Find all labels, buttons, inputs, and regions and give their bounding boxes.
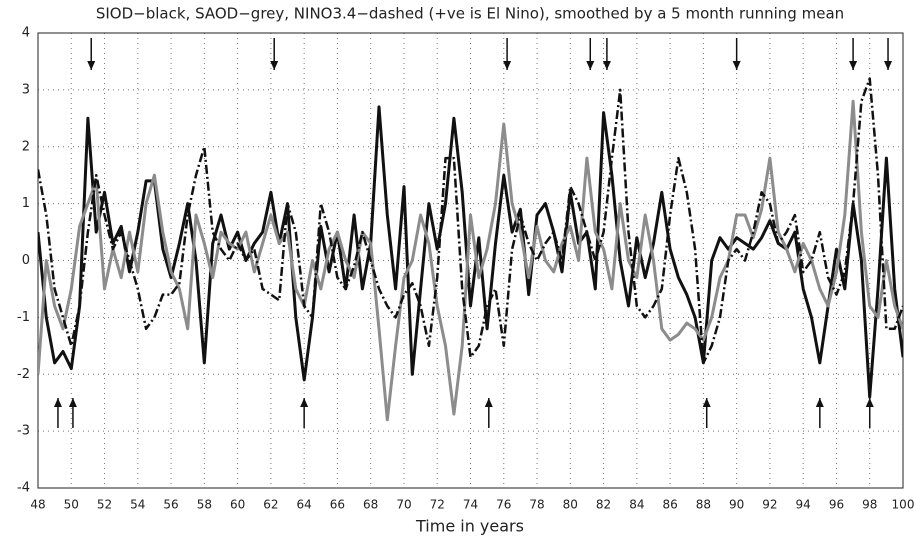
arrow-head <box>53 398 62 407</box>
plot-frame <box>37 32 904 489</box>
y-tick-label: 2 <box>22 139 30 154</box>
x-tick-label: 64 <box>297 498 312 512</box>
arrow-head <box>732 61 741 70</box>
x-tick-label: 84 <box>629 498 644 512</box>
x-tick-label: 98 <box>862 498 877 512</box>
y-tick-label: 1 <box>22 196 30 211</box>
x-tick-label: 82 <box>596 498 611 512</box>
arrow-head <box>815 398 824 407</box>
x-tick-label: 90 <box>729 498 744 512</box>
arrow-head <box>884 61 893 70</box>
x-tick-label: 60 <box>230 498 245 512</box>
y-tick-label: -4 <box>17 481 30 496</box>
x-tick-label: 94 <box>796 498 811 512</box>
x-tick-label: 56 <box>163 498 178 512</box>
x-tick-label: 54 <box>130 498 145 512</box>
x-tick-label: 68 <box>363 498 378 512</box>
series-line <box>38 99 903 422</box>
x-tick-label: 70 <box>396 498 411 512</box>
y-tick-label: -2 <box>17 367 30 382</box>
series-line <box>38 77 903 365</box>
arrow-head <box>865 398 874 407</box>
arrow-head <box>484 398 493 407</box>
x-tick-label: 96 <box>829 498 844 512</box>
y-tick-label: 3 <box>22 82 30 97</box>
y-tick-label: -1 <box>17 310 30 325</box>
arrow-head <box>702 398 711 407</box>
arrow-head <box>849 61 858 70</box>
x-tick-label: 62 <box>263 498 278 512</box>
x-tick-label: 86 <box>662 498 677 512</box>
arrow-head <box>586 61 595 70</box>
x-tick-label: 50 <box>64 498 79 512</box>
x-tick-label: 92 <box>762 498 777 512</box>
x-tick-label: 80 <box>563 498 578 512</box>
x-tick-label: 74 <box>463 498 478 512</box>
x-tick-label: 52 <box>97 498 112 512</box>
chart-title: SIOD−black, SAOD−grey, NINO3.4−dashed (+… <box>96 5 844 23</box>
x-tick-label: 100 <box>892 498 914 512</box>
x-tick-label: 76 <box>496 498 511 512</box>
x-tick-label: 88 <box>696 498 711 512</box>
y-tick-label: 0 <box>22 253 30 268</box>
x-tick-label: 48 <box>30 498 45 512</box>
y-tick-label: -3 <box>17 424 30 439</box>
arrow-head <box>602 61 611 70</box>
y-tick-label: 4 <box>22 26 30 41</box>
x-tick-label: 78 <box>529 498 544 512</box>
arrow-head <box>87 61 96 70</box>
series-line <box>38 105 903 399</box>
x-tick-label: 72 <box>430 498 445 512</box>
arrow-head <box>270 61 279 70</box>
x-tick-label: 58 <box>197 498 212 512</box>
arrow-head <box>503 61 512 70</box>
x-axis-label: Time in years <box>415 517 524 536</box>
x-tick-label: 66 <box>330 498 345 512</box>
arrow-head <box>68 398 77 407</box>
arrow-head <box>300 398 309 407</box>
